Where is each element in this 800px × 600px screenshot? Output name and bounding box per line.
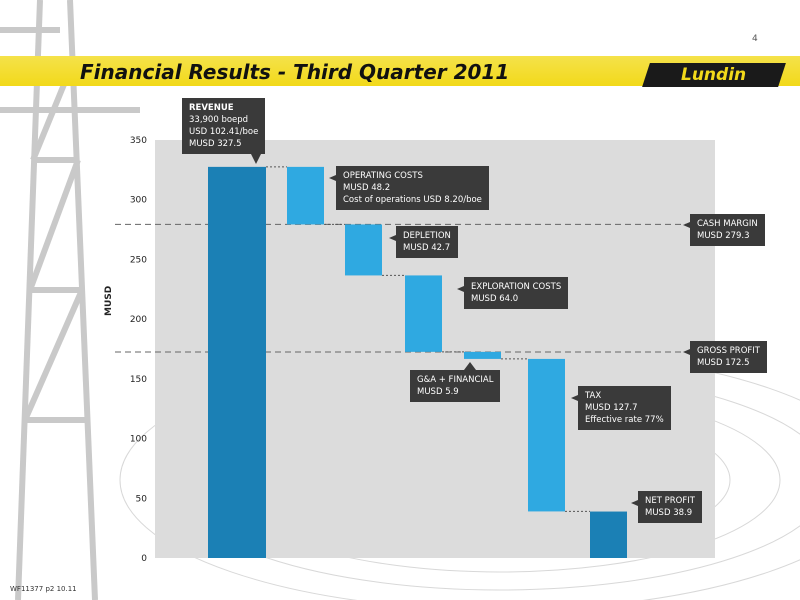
callout-line: EXPLORATION COSTS — [471, 282, 562, 292]
callout-line: MUSD 327.5 — [189, 139, 242, 149]
y-tick-label: 100 — [130, 435, 147, 445]
callout-exploration-costs: EXPLORATION COSTS MUSD 64.0 — [464, 277, 569, 309]
callout-pointer — [464, 362, 476, 370]
callout-pointer — [457, 286, 464, 292]
callout-tax: TAX MUSD 127.7 Effective rate 77% — [578, 386, 671, 430]
callout-line: MUSD 48.2 — [343, 183, 391, 193]
bar — [464, 351, 501, 359]
callout-pointer — [250, 152, 262, 164]
callout-line: MUSD 127.7 — [585, 403, 638, 413]
callout-ga-financial: G&A + FINANCIAL MUSD 5.9 — [410, 370, 501, 402]
callout-line: 33,900 boepd — [189, 115, 249, 125]
bar — [590, 511, 627, 558]
callout-net-profit: NET PROFIT MUSD 38.9 — [638, 491, 702, 523]
callout-line: USD 102.41/boe — [189, 127, 259, 137]
callout-line: CASH MARGIN — [697, 219, 758, 229]
callout-line: REVENUE — [189, 103, 234, 113]
bar — [405, 275, 442, 352]
footer-code: WF11377 p2 10.11 — [10, 585, 77, 593]
y-tick-label: 250 — [130, 255, 147, 265]
callout-revenue: REVENUE 33,900 boepd USD 102.41/boe MUSD… — [182, 98, 266, 154]
bar — [208, 166, 266, 558]
bar — [528, 358, 565, 512]
callout-line: MUSD 42.7 — [403, 243, 451, 253]
callout-pointer — [683, 222, 690, 228]
callout-line: GROSS PROFIT — [697, 346, 760, 356]
callout-line: G&A + FINANCIAL — [417, 375, 494, 385]
callout-pointer — [683, 349, 690, 355]
y-tick-label: 50 — [136, 494, 148, 504]
callout-depletion: DEPLETION MUSD 42.7 — [396, 226, 458, 258]
callout-line: DEPLETION — [403, 231, 451, 241]
y-tick-label: 0 — [141, 554, 147, 564]
page-number: 4 — [752, 34, 758, 44]
callout-line: MUSD 279.3 — [697, 231, 750, 241]
callout-line: Effective rate 77% — [585, 415, 664, 425]
y-tick-label: 300 — [130, 196, 147, 206]
y-axis-label: MUSD — [104, 285, 114, 316]
callout-line: Cost of operations USD 8.20/boe — [343, 195, 482, 205]
callout-gross-profit: GROSS PROFIT MUSD 172.5 — [690, 341, 767, 373]
callout-cash-margin: CASH MARGIN MUSD 279.3 — [690, 214, 765, 246]
callout-line: OPERATING COSTS — [343, 171, 423, 181]
callout-pointer — [571, 395, 578, 401]
bar — [287, 166, 324, 225]
bar — [345, 224, 382, 276]
callout-line: MUSD 64.0 — [471, 294, 519, 304]
callout-line: MUSD 5.9 — [417, 387, 459, 397]
callout-line: MUSD 38.9 — [645, 508, 693, 518]
callout-operating-costs: OPERATING COSTS MUSD 48.2 Cost of operat… — [336, 166, 489, 210]
y-tick-label: 150 — [130, 375, 147, 385]
callout-line: MUSD 172.5 — [697, 358, 750, 368]
callout-pointer — [329, 175, 336, 181]
callout-line: NET PROFIT — [645, 496, 695, 506]
y-tick-label: 350 — [130, 136, 147, 146]
callout-pointer — [631, 500, 638, 506]
callout-pointer — [389, 235, 396, 241]
y-tick-label: 200 — [130, 315, 147, 325]
page-title: Financial Results - Third Quarter 2011 — [80, 60, 510, 84]
callout-line: TAX — [585, 391, 602, 401]
